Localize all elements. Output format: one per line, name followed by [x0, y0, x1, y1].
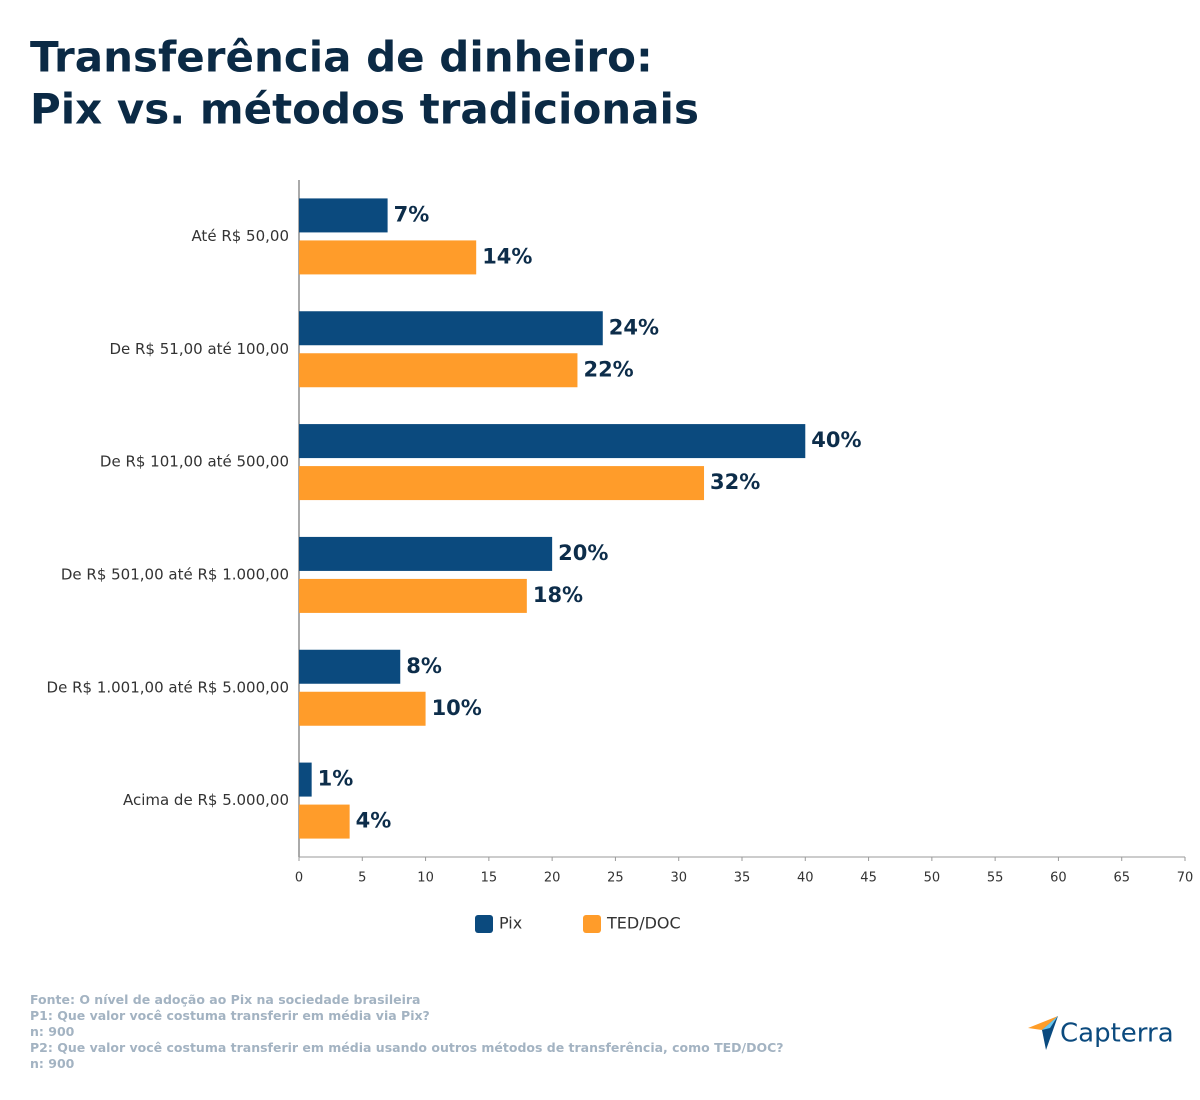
value-label: 32% [710, 470, 760, 494]
y-tick-label: De R$ 101,00 até 500,00 [100, 453, 289, 471]
x-tick-label: 60 [1050, 871, 1067, 886]
footer: Fonte: O nível de adoção ao Pix na socie… [30, 992, 784, 1072]
y-tick-label: Acima de R$ 5.000,00 [123, 791, 289, 809]
bar [299, 578, 527, 613]
x-tick-label: 35 [734, 871, 751, 886]
chart-title: Transferência de dinheiro: [30, 33, 653, 82]
x-tick-label: 25 [607, 871, 624, 886]
x-tick-label: 70 [1177, 871, 1194, 886]
x-tick-label: 20 [544, 871, 561, 886]
legend-label: Pix [499, 914, 522, 933]
value-label: 10% [432, 696, 482, 720]
x-tick-label: 0 [295, 871, 303, 886]
value-label: 24% [609, 315, 659, 339]
value-label: 8% [406, 654, 442, 678]
legend-swatch [583, 915, 601, 933]
chart-title: Pix vs. métodos tradicionais [30, 85, 699, 134]
value-label: 20% [558, 541, 608, 565]
y-tick-label: De R$ 1.001,00 até R$ 5.000,00 [47, 678, 289, 696]
logo-icon [1028, 1016, 1058, 1050]
y-tick-label: De R$ 501,00 até R$ 1.000,00 [61, 565, 289, 583]
x-tick-label: 50 [924, 871, 941, 886]
bar [299, 353, 578, 388]
bar [299, 536, 553, 571]
bar [299, 240, 477, 275]
x-tick-label: 55 [987, 871, 1004, 886]
bar [299, 762, 312, 797]
x-tick-label: 5 [358, 871, 366, 886]
bar [299, 649, 401, 684]
bar [299, 804, 350, 839]
legend-label: TED/DOC [606, 914, 681, 933]
x-tick-label: 15 [481, 871, 498, 886]
footer-line: Fonte: O nível de adoção ao Pix na socie… [30, 992, 421, 1007]
x-tick-label: 45 [860, 871, 877, 886]
bar [299, 311, 603, 346]
x-tick-label: 10 [417, 871, 434, 886]
value-label: 18% [533, 583, 583, 607]
bar [299, 198, 388, 233]
value-label: 1% [318, 767, 354, 791]
footer-line: P2: Que valor você costuma transferir em… [30, 1040, 784, 1055]
bar [299, 424, 806, 459]
value-label: 7% [394, 202, 430, 226]
footer-line: P1: Que valor você costuma transferir em… [30, 1008, 430, 1023]
bar [299, 466, 705, 501]
value-label: 40% [811, 428, 861, 452]
x-tick-label: 40 [797, 871, 814, 886]
legend-swatch [475, 915, 493, 933]
footer-line: n: 900 [30, 1024, 75, 1039]
logo-text: Capterra [1060, 1019, 1174, 1049]
footer-line: n: 900 [30, 1056, 75, 1071]
value-label: 4% [356, 809, 392, 833]
y-tick-label: Até R$ 50,00 [191, 227, 289, 245]
value-label: 22% [583, 357, 633, 381]
x-tick-label: 65 [1113, 871, 1130, 886]
x-tick-label: 30 [670, 871, 687, 886]
bar [299, 691, 426, 726]
y-tick-label: De R$ 51,00 até 100,00 [109, 340, 289, 358]
value-label: 14% [482, 244, 532, 268]
